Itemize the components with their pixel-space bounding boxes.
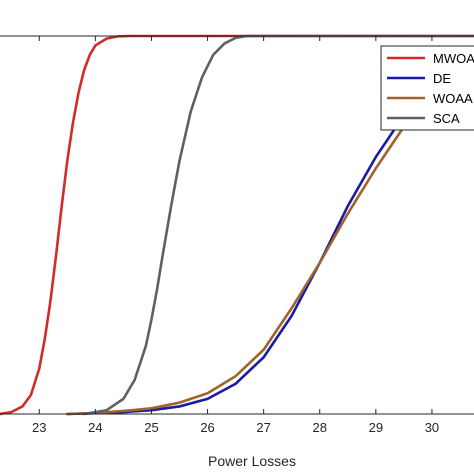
x-tick-label: 29 <box>369 420 383 435</box>
legend-label-mwoa: MWOA <box>433 51 474 66</box>
series-line-sca <box>82 34 474 416</box>
x-axis-label: Power Losses <box>208 453 296 469</box>
x-tick-label: 28 <box>313 420 327 435</box>
x-tick-label: 26 <box>200 420 214 435</box>
legend-label-de: DE <box>433 71 451 86</box>
x-tick-label: 30 <box>425 420 439 435</box>
x-tick-label: 24 <box>88 420 102 435</box>
series-line-mwoa <box>0 34 474 416</box>
legend-label-woaa: WOAA <box>433 91 473 106</box>
legend-box <box>380 45 474 131</box>
legend-label-sca: SCA <box>433 111 460 126</box>
legend: MWOA DE WOAA SCA <box>380 45 474 131</box>
series-line-woaa <box>66 61 474 416</box>
x-axis-ticks: 23 24 25 26 27 28 29 30 <box>32 36 439 435</box>
x-tick-label: 23 <box>32 420 46 435</box>
x-tick-label: 27 <box>256 420 270 435</box>
x-tick-label: 25 <box>144 420 158 435</box>
